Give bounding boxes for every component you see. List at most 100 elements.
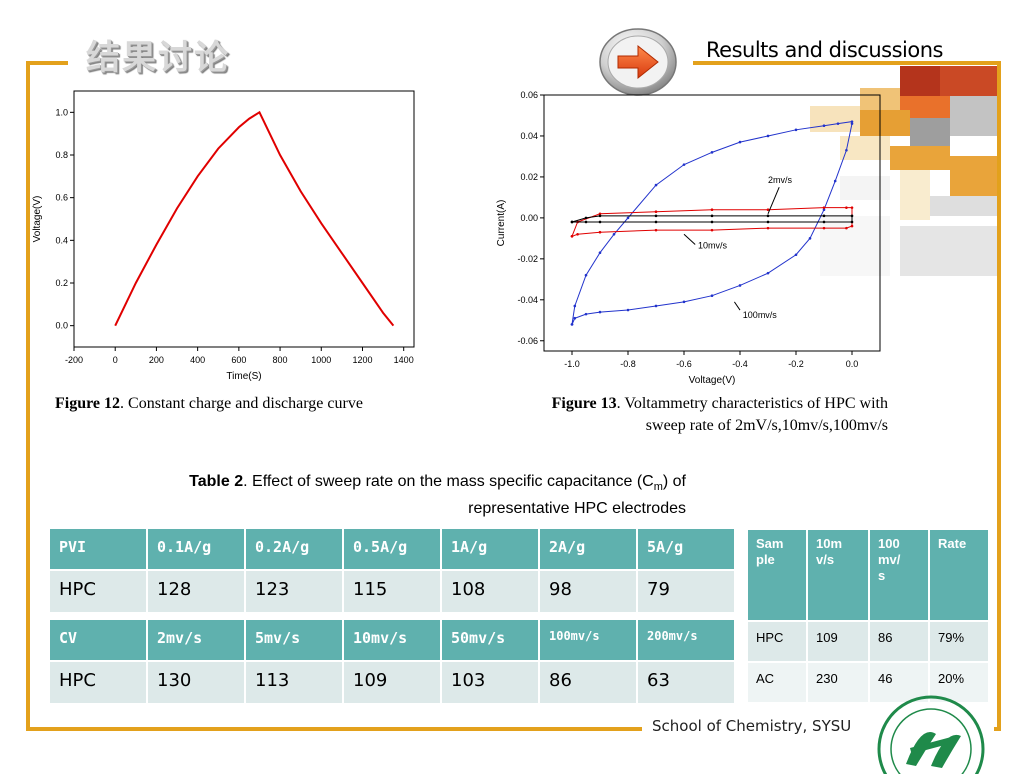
figure-13-caption: Figure 13. Voltammetry characteristics o… xyxy=(470,393,888,437)
table-cell: 46 xyxy=(868,661,930,704)
table-cell: 79 xyxy=(636,569,736,614)
x-axis-label: Time(S) xyxy=(226,371,261,382)
data-point xyxy=(626,308,630,312)
table-cell: 103 xyxy=(440,660,540,705)
table-header-cell: PVI xyxy=(48,527,148,571)
data-point xyxy=(850,224,854,228)
table-header-cell: 2mv/s xyxy=(146,618,246,662)
data-point xyxy=(845,148,848,152)
frame-left xyxy=(26,61,30,731)
table-cell: 123 xyxy=(244,569,344,614)
table-header-cell: Rate xyxy=(928,528,990,622)
data-point xyxy=(766,134,770,138)
header-rate: Rate xyxy=(938,536,967,551)
data-point xyxy=(584,312,588,316)
table-cell: 109 xyxy=(806,620,870,663)
table-cell: 98 xyxy=(538,569,638,614)
table-header-cell: 5A/g xyxy=(636,527,736,571)
y-tick-label: -0.02 xyxy=(517,254,538,264)
data-point xyxy=(654,220,658,224)
x-tick-label: 0.0 xyxy=(846,359,859,369)
data-point xyxy=(738,140,742,144)
comparison-table: Sam ple 10m v/s 100 mv/ s Rate HPC 109 8… xyxy=(746,528,990,704)
data-point xyxy=(584,273,588,277)
table-header-cell: 0.1A/g xyxy=(146,527,246,571)
data-point xyxy=(794,128,798,132)
decorative-blocks xyxy=(810,66,997,276)
x-tick-label: -1.0 xyxy=(564,359,580,369)
arrow-right-icon[interactable] xyxy=(598,27,678,97)
data-point xyxy=(654,183,658,187)
table-cell: 128 xyxy=(146,569,246,614)
data-point xyxy=(845,226,848,230)
y-axis-label: Current(A) xyxy=(496,200,507,247)
data-point xyxy=(598,310,602,314)
data-point xyxy=(766,208,770,211)
table-cell: 130 xyxy=(146,660,246,705)
table-header-cell: 0.2A/g xyxy=(244,527,344,571)
cv-table: CV 2mv/s 5mv/s 10mv/s 50mv/s 100mv/s 200… xyxy=(48,618,736,705)
university-seal-icon xyxy=(877,695,985,774)
data-point xyxy=(573,316,577,320)
header-sample: Sam ple xyxy=(756,536,784,567)
x-tick-label: -0.2 xyxy=(788,359,804,369)
plot-frame xyxy=(73,90,415,348)
y-tick-label: 0.06 xyxy=(520,90,538,100)
annotation-arrow xyxy=(683,233,696,245)
data-point xyxy=(598,251,602,254)
data-point xyxy=(738,284,742,287)
header-100mv: 100 mv/ s xyxy=(878,536,901,583)
data-point xyxy=(710,214,714,218)
table-cell: HPC xyxy=(746,620,808,663)
data-point xyxy=(626,216,630,220)
data-point xyxy=(598,230,602,234)
table-cell: 115 xyxy=(342,569,442,614)
table-2-text2: ) of xyxy=(662,473,686,490)
table-cell: 86 xyxy=(538,660,638,705)
annotation-arrow xyxy=(767,186,780,214)
table-header-cell: 100mv/s xyxy=(538,618,638,662)
frame-top-left xyxy=(26,61,68,65)
data-point xyxy=(836,122,840,125)
table-2-sub: m xyxy=(653,481,663,494)
table-cell: HPC xyxy=(48,569,148,614)
x-tick-label: 0 xyxy=(113,355,118,365)
data-point xyxy=(710,151,714,154)
frame-bottom xyxy=(26,727,642,731)
y-axis-label: Voltage(V) xyxy=(32,196,43,243)
figure-12-label: Figure 12 xyxy=(55,395,121,412)
table-2-label: Table 2 xyxy=(189,473,244,490)
table-row: Sam ple 10m v/s 100 mv/ s Rate xyxy=(746,528,990,622)
data-point xyxy=(808,237,812,240)
data-point xyxy=(850,122,854,125)
data-point xyxy=(822,220,826,224)
data-point xyxy=(654,228,658,232)
data-point xyxy=(822,226,826,230)
table-header-cell: 2A/g xyxy=(538,527,638,571)
table-row: HPC 130 113 109 103 86 63 xyxy=(48,660,736,705)
x-tick-label: -0.8 xyxy=(620,359,636,369)
table-cell: 86 xyxy=(868,620,930,663)
annotation-arrow xyxy=(733,301,741,311)
data-point xyxy=(598,212,602,216)
data-point xyxy=(576,232,579,236)
school-name: School of Chemistry, SYSU xyxy=(652,717,852,735)
data-point xyxy=(822,206,826,209)
table-cell: AC xyxy=(746,661,808,704)
y-tick-label: 0.0 xyxy=(55,321,68,331)
series-line xyxy=(114,110,395,327)
x-tick-label: 1200 xyxy=(352,355,372,365)
table-row: PVI 0.1A/g 0.2A/g 0.5A/g 1A/g 2A/g 5A/g xyxy=(48,527,736,571)
table-header-cell: Sam ple xyxy=(746,528,808,622)
table-header-cell: 1A/g xyxy=(440,527,540,571)
y-tick-label: 1.0 xyxy=(55,107,68,117)
y-tick-label: 0.04 xyxy=(520,131,538,141)
x-tick-label: 1000 xyxy=(311,355,331,365)
table-cell: 63 xyxy=(636,660,736,705)
series-line xyxy=(571,215,853,223)
annotation-2mv: 2mv/s xyxy=(768,175,793,185)
data-point xyxy=(584,216,588,220)
table-header-cell: 0.5A/g xyxy=(342,527,442,571)
data-point xyxy=(850,120,854,123)
data-point xyxy=(570,220,574,224)
